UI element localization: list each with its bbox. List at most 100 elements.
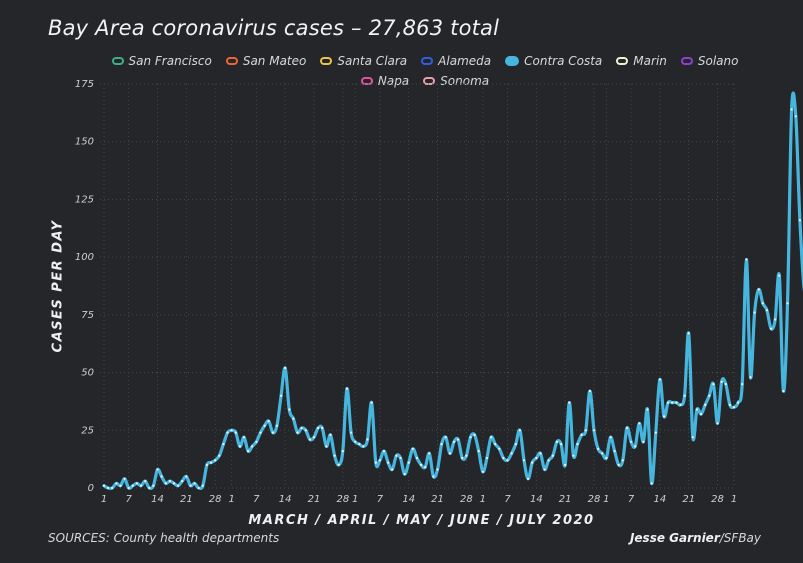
data-point xyxy=(333,454,336,457)
data-point xyxy=(695,408,699,411)
data-point xyxy=(737,401,740,404)
legend-item-marin[interactable]: Marin xyxy=(616,54,667,68)
data-point xyxy=(160,475,163,478)
data-point xyxy=(218,454,221,457)
data-point xyxy=(621,459,624,462)
data-point xyxy=(770,327,773,330)
x-tick-label: 14 xyxy=(402,494,415,505)
x-tick-label: 21 xyxy=(308,494,321,505)
data-point xyxy=(712,383,715,386)
data-point xyxy=(510,452,513,455)
legend-swatch xyxy=(320,57,333,65)
sources-note: SOURCES: County health departments xyxy=(48,531,280,545)
x-tick-label: 14 xyxy=(530,494,543,505)
data-point xyxy=(469,436,472,439)
legend-item-santa-clara[interactable]: Santa Clara xyxy=(320,54,407,68)
legend-label: Santa Clara xyxy=(337,54,408,68)
x-tick-label: 28 xyxy=(209,494,222,505)
data-point xyxy=(498,447,501,450)
data-point xyxy=(502,456,505,460)
x-tick-label: 1 xyxy=(101,494,107,505)
data-point xyxy=(234,431,237,434)
y-tick-label: 75 xyxy=(81,310,94,321)
data-point xyxy=(325,445,328,448)
data-point xyxy=(494,443,497,446)
data-point xyxy=(193,482,196,485)
x-tick-label: 1 xyxy=(603,494,609,505)
data-point xyxy=(140,484,143,487)
data-point xyxy=(527,477,530,480)
data-point xyxy=(745,258,748,261)
legend-item-contra-costa[interactable]: Contra Costa xyxy=(505,54,602,68)
y-tick-label: 175 xyxy=(75,79,94,90)
data-point xyxy=(638,422,641,425)
data-point xyxy=(662,415,666,418)
data-point xyxy=(749,376,752,379)
x-tick-label: 21 xyxy=(180,494,193,505)
y-tick-label: 125 xyxy=(75,194,94,205)
data-point xyxy=(411,447,414,450)
data-point xyxy=(222,443,225,446)
data-point xyxy=(782,389,785,393)
legend-swatch xyxy=(680,57,693,65)
data-point xyxy=(448,452,451,455)
x-axis-label: MARCH / APRIL / MAY / JUNE / JULY 2020 xyxy=(248,513,595,528)
data-point xyxy=(420,463,423,466)
data-point xyxy=(444,436,447,439)
x-tick-label: 14 xyxy=(279,494,292,505)
data-point xyxy=(345,387,348,390)
data-point xyxy=(123,477,126,480)
data-point xyxy=(280,394,283,397)
data-point xyxy=(321,426,324,430)
data-point xyxy=(535,456,538,460)
data-point xyxy=(156,468,159,471)
data-point xyxy=(288,408,291,411)
legend-item-napa[interactable]: Napa xyxy=(360,74,409,88)
series-line-contra-costa xyxy=(102,91,803,491)
data-point xyxy=(667,401,670,404)
data-point xyxy=(238,445,241,448)
x-tick-label: 21 xyxy=(682,494,695,505)
legend-label: Solano xyxy=(697,54,739,68)
x-tick-label: 28 xyxy=(336,494,349,505)
data-point xyxy=(728,403,732,406)
data-point xyxy=(700,413,703,416)
legend-item-san-francisco[interactable]: San Francisco xyxy=(111,54,212,68)
data-point xyxy=(490,436,493,439)
x-tick-label: 7 xyxy=(628,494,635,505)
data-point xyxy=(658,378,662,381)
data-point xyxy=(267,420,270,423)
legend-item-san-mateo[interactable]: San Mateo xyxy=(225,54,306,68)
data-point xyxy=(407,461,410,464)
data-point xyxy=(634,445,637,448)
legend-swatch xyxy=(423,77,436,85)
data-point xyxy=(794,115,797,118)
data-point xyxy=(292,417,295,420)
data-point xyxy=(555,440,559,443)
legend-item-solano[interactable]: Solano xyxy=(680,54,739,68)
data-point xyxy=(584,429,587,432)
data-point xyxy=(457,438,460,441)
data-point xyxy=(588,389,592,393)
data-point xyxy=(675,401,678,404)
x-tick-label: 14 xyxy=(654,494,667,505)
data-point xyxy=(152,484,155,487)
data-point xyxy=(247,450,250,453)
data-point xyxy=(358,443,361,446)
legend-item-alameda[interactable]: Alameda xyxy=(421,54,491,68)
data-point xyxy=(551,454,554,457)
data-point xyxy=(568,401,571,404)
y-tick-label: 100 xyxy=(75,252,94,263)
data-point xyxy=(144,480,147,483)
data-point xyxy=(580,433,583,436)
data-point xyxy=(317,426,320,430)
data-point xyxy=(189,484,192,487)
data-point xyxy=(790,108,793,111)
x-tick-label: 7 xyxy=(126,494,133,505)
data-point xyxy=(214,459,217,462)
data-point xyxy=(564,463,567,466)
data-point xyxy=(440,443,443,446)
x-tick-label: 7 xyxy=(377,494,384,505)
data-point xyxy=(671,401,674,404)
x-tick-label: 28 xyxy=(588,494,601,505)
